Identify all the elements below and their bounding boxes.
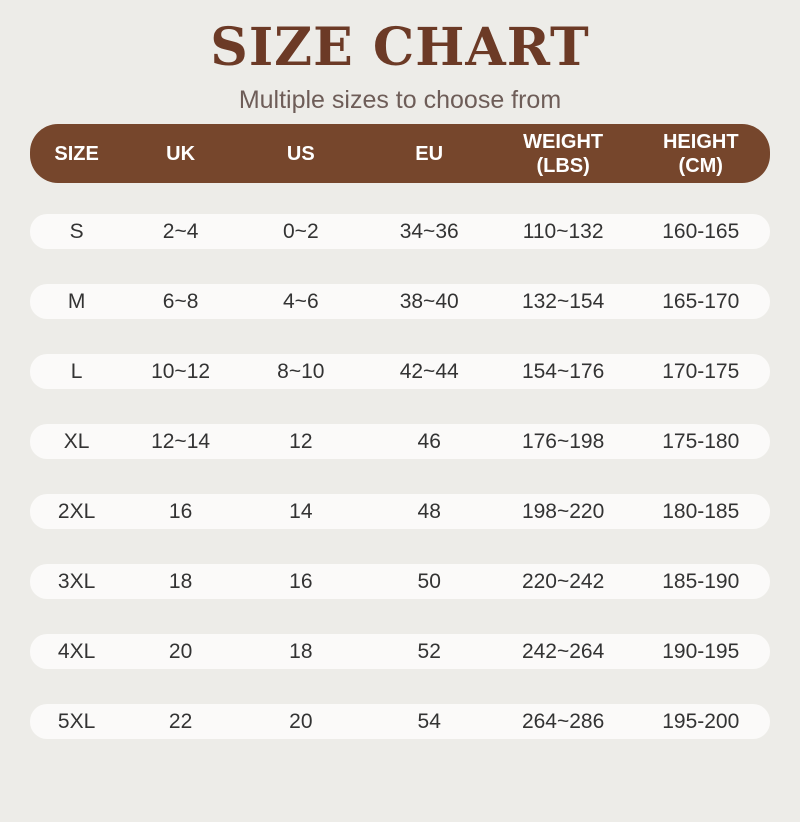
cell-height: 175-180	[662, 429, 740, 453]
cell-size: 5XL	[57, 709, 96, 733]
cell-us: 12	[289, 429, 313, 453]
cell-eu: 46	[417, 429, 441, 453]
cell-height: 185-190	[662, 569, 740, 593]
cell-height: 160-165	[662, 219, 740, 243]
table-row: 4XL 20 18 52 242~264 190-195	[30, 634, 770, 669]
page-title: SIZE CHART	[210, 17, 590, 78]
table-row: S 2~4 0~2 34~36 110~132 160-165	[30, 214, 770, 249]
cell-weight: 198~220	[521, 499, 605, 523]
cell-eu: 42~44	[399, 359, 459, 383]
cell-uk: 10~12	[151, 359, 211, 383]
cell-weight: 110~132	[522, 219, 604, 243]
cell-uk: 6~8	[162, 289, 199, 313]
table-row: 2XL 16 14 48 198~220 180-185	[30, 494, 770, 529]
cell-weight: 132~154	[521, 289, 605, 313]
cell-uk: 18	[168, 569, 193, 593]
cell-size: 4XL	[57, 639, 96, 663]
cell-weight: 176~198	[521, 429, 605, 453]
cell-height: 170-175	[662, 359, 740, 383]
table-header-row: SIZE UK US EU WEIGHT (LBS) HEIGHT (CM)	[30, 124, 770, 183]
cell-us: 14	[289, 499, 313, 523]
cell-size: M	[67, 289, 86, 313]
cell-size: 2XL	[57, 499, 96, 523]
table-row: 5XL 22 20 54 264~286 195-200	[30, 704, 770, 739]
cell-us: 16	[289, 569, 313, 593]
cell-eu: 54	[417, 709, 441, 733]
cell-weight: 220~242	[521, 569, 605, 593]
cell-uk: 22	[168, 709, 193, 733]
cell-size: 3XL	[57, 569, 96, 593]
cell-us: 4~6	[283, 289, 319, 313]
table-row: XL 12~14 12 46 176~198 175-180	[30, 424, 770, 459]
size-chart-infographic: SIZE CHART Multiple sizes to choose from…	[0, 22, 800, 822]
cell-height: 165-170	[662, 289, 740, 313]
cell-weight: 264~286	[521, 709, 605, 733]
cell-height: 190-195	[662, 639, 740, 663]
page-subtitle: Multiple sizes to choose from	[238, 86, 562, 114]
cell-weight: 242~264	[521, 639, 605, 663]
cell-eu: 52	[417, 639, 441, 663]
page-root: { "style": { "page_background": "#EDECE8…	[0, 22, 800, 822]
size-table: SIZE UK US EU WEIGHT (LBS) HEIGHT (CM) S…	[30, 124, 770, 739]
cell-uk: 20	[168, 639, 193, 663]
cell-size: XL	[63, 429, 90, 453]
cell-us: 0~2	[283, 219, 319, 243]
cell-uk: 12~14	[151, 429, 211, 453]
table-row: M 6~8 4~6 38~40 132~154 165-170	[30, 284, 770, 319]
cell-eu: 48	[417, 499, 441, 523]
column-header-us: US	[286, 142, 315, 165]
cell-us: 20	[289, 709, 313, 733]
cell-size: L	[70, 359, 83, 383]
column-header-eu: EU	[415, 142, 444, 165]
cell-uk: 2~4	[162, 219, 199, 243]
cell-us: 18	[289, 639, 313, 663]
table-row: 3XL 18 16 50 220~242 185-190	[30, 564, 770, 599]
cell-us: 8~10	[277, 359, 325, 383]
column-header-weight: WEIGHT (LBS)	[523, 130, 604, 177]
column-header-height: HEIGHT (CM)	[662, 130, 739, 177]
cell-eu: 38~40	[399, 289, 459, 313]
column-header-size: SIZE	[54, 142, 99, 165]
cell-size: S	[69, 219, 84, 243]
cell-height: 180-185	[662, 499, 740, 523]
cell-eu: 50	[417, 569, 441, 593]
cell-height: 195-200	[662, 709, 740, 733]
table-row: L 10~12 8~10 42~44 154~176 170-175	[30, 354, 770, 389]
cell-uk: 16	[168, 499, 193, 523]
cell-eu: 34~36	[399, 219, 459, 243]
column-header-uk: UK	[166, 142, 196, 165]
cell-weight: 154~176	[521, 359, 605, 383]
